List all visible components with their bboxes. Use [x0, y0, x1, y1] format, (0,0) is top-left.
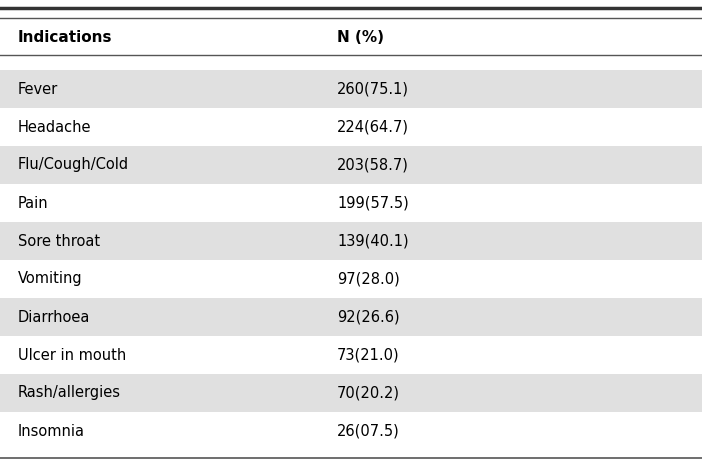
Text: Headache: Headache — [18, 119, 91, 135]
Text: 199(57.5): 199(57.5) — [337, 195, 409, 210]
Bar — [0, 412, 702, 450]
Bar — [0, 18, 702, 55]
Text: 97(28.0): 97(28.0) — [337, 272, 399, 286]
Text: Insomnia: Insomnia — [18, 423, 84, 438]
Text: Fever: Fever — [18, 82, 58, 97]
Text: Pain: Pain — [18, 195, 48, 210]
Bar — [0, 108, 702, 146]
Text: Flu/Cough/Cold: Flu/Cough/Cold — [18, 157, 128, 173]
Bar — [0, 184, 702, 222]
Bar — [0, 298, 702, 336]
Bar — [0, 336, 702, 374]
Text: 70(20.2): 70(20.2) — [337, 385, 400, 401]
Bar — [0, 70, 702, 108]
Bar — [0, 260, 702, 298]
Text: Vomiting: Vomiting — [18, 272, 82, 286]
Text: 203(58.7): 203(58.7) — [337, 157, 409, 173]
Bar — [0, 222, 702, 260]
Text: Ulcer in mouth: Ulcer in mouth — [18, 347, 126, 363]
Text: 26(07.5): 26(07.5) — [337, 423, 399, 438]
Bar — [0, 374, 702, 412]
Text: Rash/allergies: Rash/allergies — [18, 385, 121, 401]
Text: 92(26.6): 92(26.6) — [337, 310, 399, 325]
Text: 224(64.7): 224(64.7) — [337, 119, 409, 135]
Text: Diarrhoea: Diarrhoea — [18, 310, 90, 325]
Text: Indications: Indications — [18, 29, 112, 45]
Text: 73(21.0): 73(21.0) — [337, 347, 399, 363]
Text: Sore throat: Sore throat — [18, 234, 100, 248]
Text: N (%): N (%) — [337, 29, 384, 45]
Bar — [0, 146, 702, 184]
Text: 260(75.1): 260(75.1) — [337, 82, 409, 97]
Text: 139(40.1): 139(40.1) — [337, 234, 409, 248]
